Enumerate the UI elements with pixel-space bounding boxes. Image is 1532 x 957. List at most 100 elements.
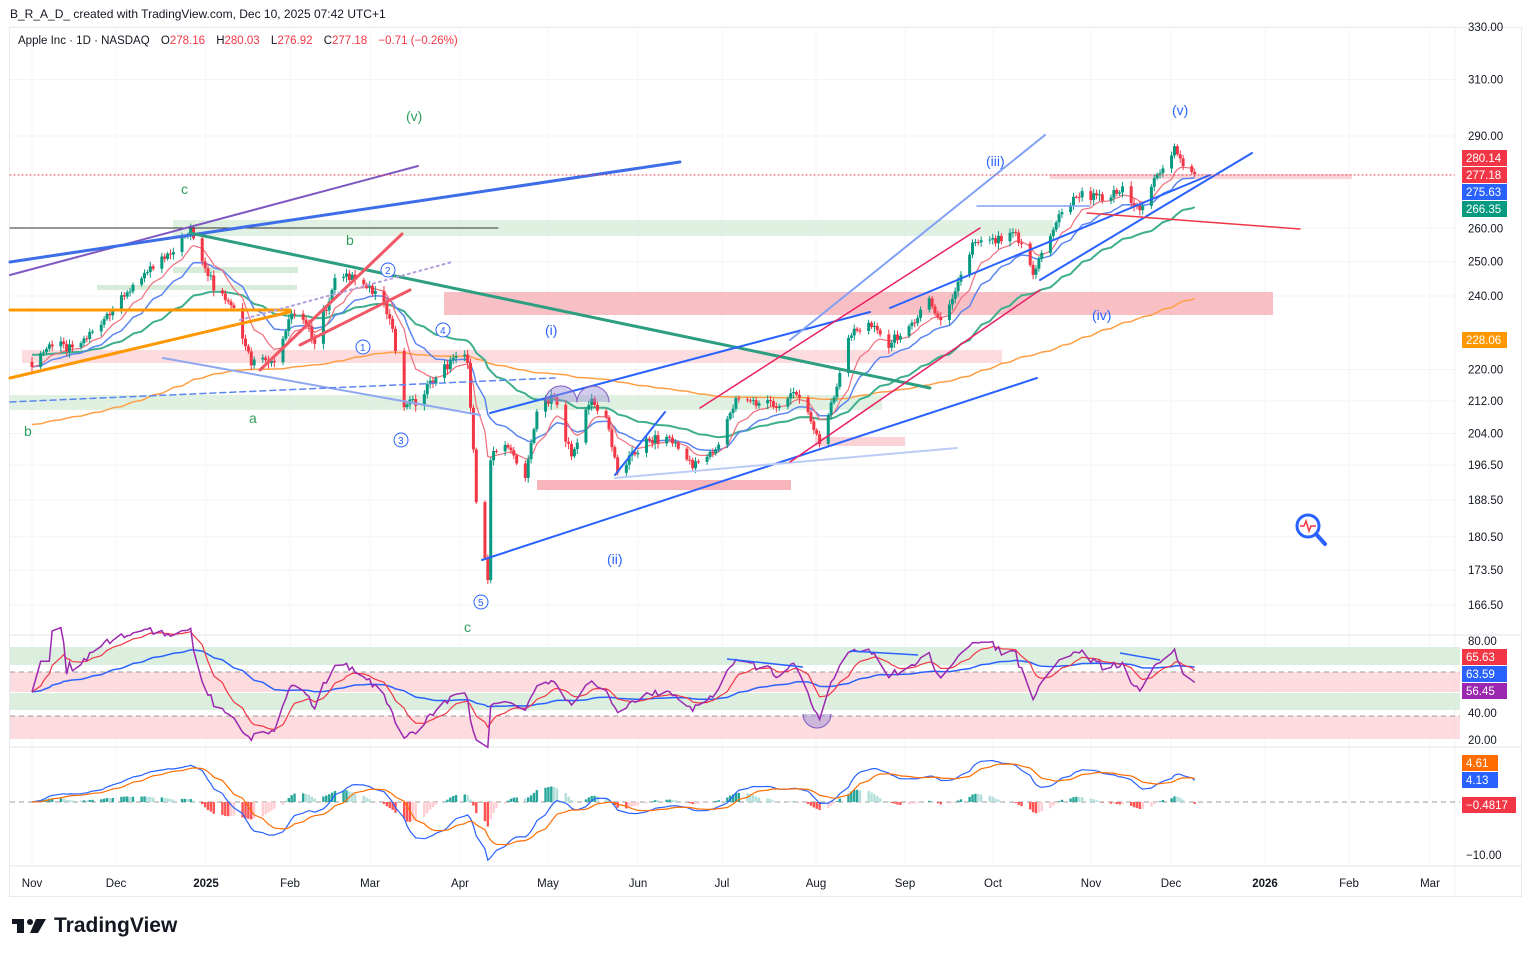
candle-body [613, 447, 617, 458]
candle-body [696, 461, 700, 463]
candle-body [564, 404, 568, 442]
macd-histogram-bar [313, 798, 316, 802]
macd-histogram-bar [971, 794, 974, 802]
macd-histogram-bar [853, 789, 856, 802]
candle [1051, 227, 1055, 240]
candle-body [220, 290, 224, 294]
candle-body [454, 356, 458, 358]
macd-histogram-bar [951, 802, 954, 804]
candle-body [665, 436, 669, 444]
candle-body [546, 400, 550, 404]
candle-body [999, 235, 1003, 242]
macd-histogram-bar [656, 800, 660, 802]
macd-histogram-bar [65, 799, 68, 802]
macd-histogram-bar [290, 795, 293, 802]
candle-body [572, 449, 576, 457]
price-badge-text: 56.45 [1466, 686, 1495, 698]
candle [370, 283, 374, 297]
candle-body [973, 242, 977, 244]
candle [728, 411, 732, 421]
macd-histogram-bar [209, 802, 213, 812]
wave-label: a [249, 410, 257, 426]
macd-histogram-bar [769, 799, 772, 802]
macd-histogram-bar [79, 800, 83, 802]
candle-body [1178, 154, 1182, 159]
macd-histogram-bar [772, 800, 775, 802]
macd-histogram-bar [812, 802, 816, 808]
candle [448, 356, 452, 373]
wave-labels: (v) c b b a c (i) (ii) (iii) (iv) (v) [24, 102, 1188, 635]
price-badge: 228.06 [1462, 332, 1507, 348]
candle-body [668, 436, 672, 438]
candle-body [927, 298, 931, 310]
candle [388, 309, 392, 325]
price-axis-label: 310.00 [1468, 75, 1503, 87]
candle [731, 404, 735, 419]
candle-body [443, 364, 447, 378]
macd-histogram-bar [434, 802, 438, 805]
candle-body [290, 313, 294, 320]
candle [489, 457, 493, 584]
macd-histogram-bar [1170, 798, 1173, 802]
grid-lines [10, 26, 1455, 866]
candle-body [321, 309, 325, 344]
candle [1193, 169, 1197, 177]
price-axis-label: 260.00 [1468, 223, 1503, 235]
macd-histogram-bar [734, 793, 738, 802]
candle-body [243, 338, 247, 347]
macd-histogram-bar [241, 802, 244, 818]
symbol-name[interactable]: Apple Inc · 1D · NASDAQ [18, 35, 150, 47]
macd-histogram-bar [382, 802, 386, 804]
candle [535, 408, 539, 433]
macd-histogram-bar [979, 794, 983, 802]
macd-histogram-bar [1092, 799, 1095, 802]
brand-name: TradingView [54, 914, 178, 937]
candle-body [148, 266, 152, 273]
candle [858, 327, 862, 335]
candle-body [163, 256, 167, 259]
candle [223, 290, 227, 305]
candle [394, 325, 398, 355]
candle [131, 282, 135, 294]
macd-histogram-bar [645, 802, 648, 804]
candle [792, 387, 796, 399]
macd-histogram-bar [495, 802, 498, 808]
candle-body [633, 451, 637, 455]
candle [676, 440, 680, 451]
trendline [1086, 212, 1301, 230]
macd-histogram-bar [293, 793, 296, 802]
candle-body [489, 460, 493, 581]
candle [572, 447, 576, 459]
macd-histogram-bar [651, 801, 654, 802]
macd-histogram-bar [1150, 802, 1153, 807]
macd-histogram-bar [694, 802, 697, 804]
candle-body [414, 399, 418, 406]
candle [670, 434, 674, 447]
candle [973, 238, 977, 247]
price-badge-bg [1462, 666, 1507, 682]
candle-body [1077, 196, 1081, 198]
candle [492, 446, 496, 466]
macd-histogram-bar [968, 796, 971, 802]
time-axis-label: Nov [1081, 878, 1102, 890]
macd-histogram-bar [590, 795, 593, 802]
candle [1118, 190, 1122, 197]
magnifier-icon[interactable] [1295, 513, 1327, 546]
macd-histogram-bar [68, 799, 71, 802]
candle [907, 324, 911, 339]
macd-histogram-bar [997, 799, 1000, 802]
candle-body [627, 455, 631, 465]
candle [1109, 194, 1113, 205]
candle-body [1129, 186, 1133, 204]
macd-histogram-bar [749, 794, 752, 802]
macd-histogram-bar [930, 800, 934, 802]
candle-body [688, 459, 692, 461]
candle-body [1020, 242, 1024, 244]
macd-histogram-bar [665, 799, 668, 802]
candle-body [1152, 178, 1156, 187]
candle [988, 236, 992, 245]
candle [1149, 183, 1153, 209]
candle [714, 446, 718, 456]
tradingview-logo[interactable]: TradingView [12, 914, 177, 938]
